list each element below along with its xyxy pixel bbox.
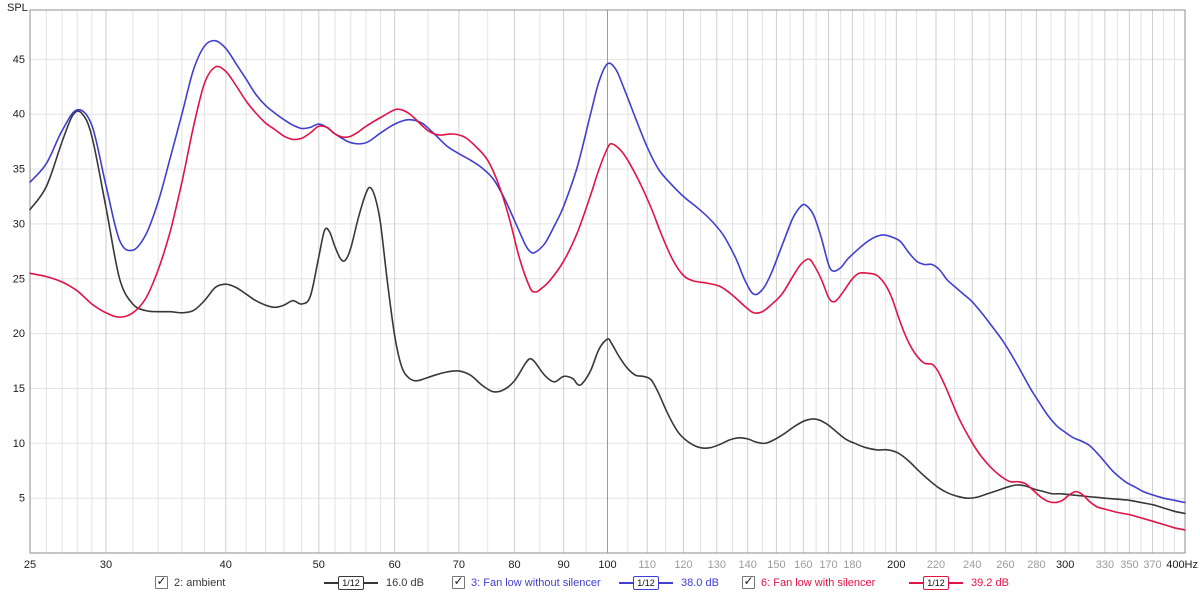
- svg-text:100: 100: [598, 559, 616, 571]
- svg-text:180: 180: [843, 559, 861, 571]
- svg-text:80: 80: [508, 559, 520, 571]
- svg-text:25: 25: [13, 273, 25, 285]
- legend-item-0: ✓ 2: ambient 1/12 16.0 dB: [155, 571, 424, 594]
- svg-text:110: 110: [638, 559, 656, 571]
- trace-sample-fan-low-without-silencer: 1/12: [619, 575, 673, 590]
- svg-text:280: 280: [1027, 559, 1045, 571]
- svg-text:400Hz: 400Hz: [1166, 559, 1198, 571]
- svg-text:300: 300: [1056, 559, 1074, 571]
- legend-level-ambient: 16.0 dB: [386, 576, 424, 589]
- trace-line-icon: [324, 581, 338, 584]
- smoothing-badge: 1/12: [633, 575, 659, 590]
- svg-text:170: 170: [819, 559, 837, 571]
- svg-text:45: 45: [13, 54, 25, 66]
- trace-line-icon: [949, 581, 963, 584]
- svg-text:240: 240: [963, 559, 981, 571]
- svg-text:15: 15: [13, 383, 25, 395]
- svg-text:30: 30: [13, 218, 25, 230]
- smoothing-badge: 1/12: [338, 575, 364, 590]
- svg-text:10: 10: [13, 438, 25, 450]
- trace-line-icon: [659, 581, 673, 584]
- svg-text:40: 40: [220, 559, 232, 571]
- legend-level-fan-low-with-silencer: 39.2 dB: [971, 576, 1009, 589]
- legend-item-1: ✓ 3: Fan low without silencer 1/12 38.0 …: [452, 571, 719, 594]
- checkbox-fan-low-without-silencer[interactable]: ✓: [452, 574, 465, 589]
- check-icon: ✓: [743, 574, 754, 588]
- legend-level-fan-low-without-silencer: 38.0 dB: [681, 576, 719, 589]
- legend-label-fan-low-with-silencer[interactable]: 6: Fan low with silencer: [761, 576, 876, 589]
- trace-line-icon: [909, 581, 923, 584]
- smoothing-badge: 1/12: [923, 575, 949, 590]
- check-icon: ✓: [453, 574, 464, 588]
- svg-text:70: 70: [453, 559, 465, 571]
- svg-text:50: 50: [313, 559, 325, 571]
- svg-text:60: 60: [389, 559, 401, 571]
- legend-label-fan-low-without-silencer[interactable]: 3: Fan low without silencer: [471, 576, 601, 589]
- svg-text:40: 40: [13, 109, 25, 121]
- svg-text:160: 160: [794, 559, 812, 571]
- trace-sample-ambient: 1/12: [324, 575, 378, 590]
- trace-line-icon: [364, 581, 378, 584]
- checkbox-ambient[interactable]: ✓: [155, 574, 168, 589]
- legend: ✓ 2: ambient 1/12 16.0 dB ✓ 3: Fan low w…: [0, 571, 1200, 594]
- trace-sample-fan-low-with-silencer: 1/12: [909, 575, 963, 590]
- svg-text:350: 350: [1120, 559, 1138, 571]
- series-ambient: [29, 110, 1186, 515]
- svg-text:140: 140: [739, 559, 757, 571]
- svg-text:35: 35: [13, 164, 25, 176]
- svg-text:370: 370: [1143, 559, 1161, 571]
- svg-text:20: 20: [13, 328, 25, 340]
- svg-text:120: 120: [674, 559, 692, 571]
- svg-text:30: 30: [100, 559, 112, 571]
- legend-item-2: ✓ 6: Fan low with silencer 1/12 39.2 dB: [742, 571, 1009, 594]
- frequency-response-chart[interactable]: 5 10 15 20 25 30 35 40 45 25 30 40 50 60 70 80 90 100 110 1…: [0, 0, 1200, 571]
- series-fan-low-without-silencer: [29, 39, 1186, 504]
- svg-text:150: 150: [767, 559, 785, 571]
- y-axis-title: SPL: [7, 2, 28, 14]
- checkbox-fan-low-with-silencer[interactable]: ✓: [742, 574, 755, 589]
- series-fan-low-with-silencer: [29, 65, 1186, 531]
- check-icon: ✓: [156, 574, 167, 588]
- legend-label-ambient[interactable]: 2: ambient: [174, 576, 226, 589]
- svg-text:90: 90: [557, 559, 569, 571]
- trace-line-icon: [619, 581, 633, 584]
- svg-text:220: 220: [927, 559, 945, 571]
- svg-text:5: 5: [19, 493, 25, 505]
- svg-text:200: 200: [887, 559, 905, 571]
- svg-text:330: 330: [1096, 559, 1114, 571]
- svg-text:260: 260: [996, 559, 1014, 571]
- svg-text:25: 25: [24, 559, 36, 571]
- svg-text:130: 130: [708, 559, 726, 571]
